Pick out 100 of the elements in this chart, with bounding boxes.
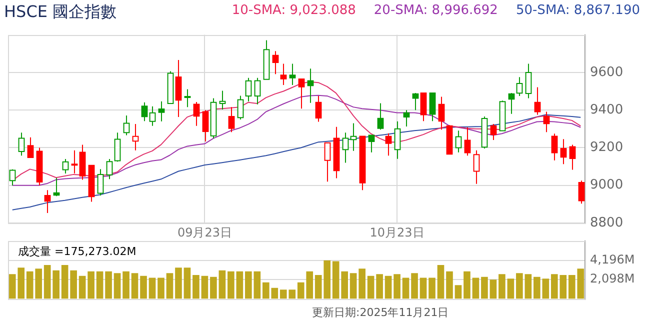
bar bbox=[131, 273, 138, 299]
candlestick bbox=[141, 102, 148, 122]
candlestick bbox=[473, 150, 480, 184]
candlestick bbox=[560, 138, 567, 165]
candlestick bbox=[499, 100, 506, 132]
bar bbox=[402, 278, 410, 299]
bar bbox=[175, 268, 182, 299]
candlestick bbox=[342, 132, 349, 164]
bar bbox=[78, 276, 86, 299]
bar bbox=[394, 274, 400, 299]
text: 20-SMA: 8,996.692 bbox=[374, 3, 498, 18]
candlestick bbox=[578, 180, 585, 204]
candlestick bbox=[455, 130, 462, 153]
candlestick bbox=[237, 95, 244, 120]
candlestick bbox=[184, 88, 191, 108]
bar bbox=[96, 271, 104, 299]
candlestick bbox=[543, 111, 550, 133]
y-tick-label: 8800 bbox=[590, 215, 624, 230]
candlestick bbox=[272, 50, 279, 75]
bar bbox=[228, 271, 234, 299]
y-tick-label: 4,196M bbox=[590, 252, 635, 267]
candlestick bbox=[569, 144, 576, 170]
bar bbox=[428, 278, 436, 299]
bar bbox=[498, 274, 506, 299]
y-tick-label: 9200 bbox=[590, 140, 624, 156]
candlestick bbox=[412, 92, 419, 111]
bar bbox=[210, 276, 217, 299]
y-tick-label: 9000 bbox=[590, 178, 624, 193]
bar bbox=[472, 278, 480, 299]
x-tick-label: 10月23日 bbox=[370, 225, 424, 240]
candlestick bbox=[298, 78, 305, 110]
bar bbox=[384, 276, 392, 299]
candlestick bbox=[464, 126, 471, 156]
candlestick bbox=[106, 158, 113, 180]
bar bbox=[148, 278, 156, 299]
candlestick bbox=[114, 132, 121, 162]
candlestick bbox=[71, 150, 78, 174]
candlestick bbox=[377, 102, 384, 130]
bar bbox=[61, 264, 68, 299]
candlestick bbox=[394, 120, 401, 160]
candlestick bbox=[9, 168, 16, 186]
y-tick-label: 9400 bbox=[590, 102, 624, 118]
candlestick bbox=[219, 90, 226, 110]
candlestick bbox=[18, 132, 25, 156]
candlestick bbox=[420, 92, 427, 122]
bar bbox=[367, 276, 374, 299]
candlestick bbox=[446, 124, 453, 155]
candlestick bbox=[132, 124, 139, 151]
text: 10-SMA: 9,023.088 bbox=[232, 3, 356, 18]
candlestick bbox=[534, 86, 541, 116]
bar bbox=[454, 285, 462, 299]
bar bbox=[446, 271, 453, 299]
candlestick bbox=[97, 168, 104, 196]
candlestick bbox=[359, 136, 366, 191]
bar bbox=[166, 273, 174, 299]
bar bbox=[88, 271, 94, 299]
bar bbox=[184, 268, 191, 299]
candlestick bbox=[263, 40, 270, 80]
candlestick bbox=[123, 115, 130, 136]
candlestick bbox=[44, 190, 51, 214]
bar bbox=[350, 273, 357, 299]
candlestick bbox=[53, 177, 60, 197]
candlestick bbox=[79, 144, 86, 180]
text: 更新日期:2025年11月21日 bbox=[312, 305, 449, 320]
bar bbox=[114, 273, 121, 299]
candlestick bbox=[280, 63, 287, 86]
bar bbox=[105, 271, 112, 299]
bar bbox=[464, 271, 470, 299]
candlestick bbox=[254, 77, 261, 105]
candlestick bbox=[438, 96, 445, 130]
bar bbox=[70, 270, 77, 299]
y-tick-label: 2,098M bbox=[590, 272, 635, 286]
candlestick bbox=[88, 164, 95, 202]
candlestick bbox=[368, 134, 375, 153]
candlestick bbox=[62, 158, 69, 174]
candlestick bbox=[551, 133, 558, 161]
candlestick bbox=[289, 63, 296, 86]
candlestick bbox=[324, 142, 331, 182]
candlestick bbox=[490, 124, 497, 141]
bar bbox=[524, 274, 532, 299]
candlestick bbox=[307, 68, 314, 104]
bar bbox=[201, 276, 208, 299]
y-tick-label: 9600 bbox=[590, 64, 624, 80]
bar bbox=[192, 275, 200, 299]
candlestick bbox=[525, 63, 532, 99]
candlestick bbox=[36, 147, 43, 186]
candlestick bbox=[158, 100, 165, 122]
candlestick bbox=[167, 70, 174, 104]
bar bbox=[358, 268, 366, 299]
candlestick bbox=[193, 101, 200, 126]
bar bbox=[236, 271, 244, 299]
candlestick bbox=[228, 106, 235, 133]
text: 50-SMA: 8,867.190 bbox=[516, 3, 640, 18]
x-tick-label: 09月23日 bbox=[177, 225, 232, 240]
candlestick bbox=[403, 110, 410, 127]
candlestick bbox=[385, 132, 392, 156]
candlestick bbox=[429, 92, 436, 122]
chart-title: 成交量 =175,273.02M bbox=[18, 244, 136, 259]
candlestick bbox=[516, 76, 523, 96]
bar bbox=[481, 276, 488, 299]
